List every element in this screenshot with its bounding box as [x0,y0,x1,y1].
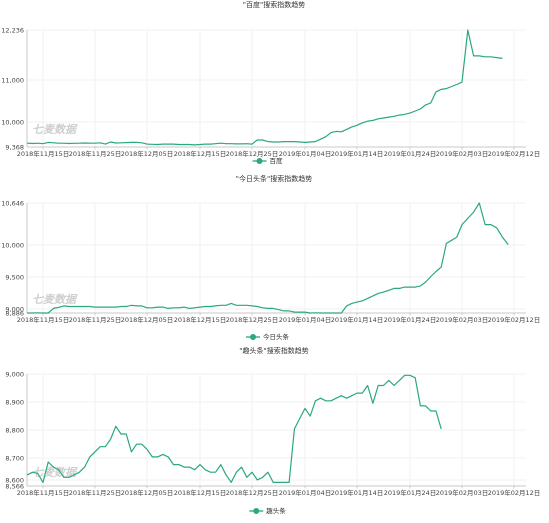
chart-title: "今日头条"搜索指数趋势 [236,174,312,183]
x-tick-label: 2018年12月05日 [121,149,174,158]
x-tick-label: 2019年01月24日 [384,488,437,497]
y-tick-label: 8,700 [5,454,24,462]
x-tick-label: 2019年01月04日 [279,488,332,497]
chart-title: "趣头条"搜索指数趋势 [239,346,308,355]
x-tick-label: 2019年02月03日 [436,488,489,497]
x-tick-label: 2018年11月15日 [17,315,70,324]
chart-title: "百度"搜索指数趋势 [243,0,305,9]
y-tick-label: 8,600 [5,476,24,484]
legend-label: 百度 [270,156,284,165]
y-tick-label: 10,000 [1,118,24,126]
x-tick-label: 2019年01月24日 [384,315,437,324]
x-tick-label: 2019年01月04日 [279,149,332,158]
y-tick-label: 12,236 [1,26,24,34]
y-tick-label: 9,368 [5,143,24,151]
x-tick-label: 2018年11月25日 [69,315,122,324]
y-tick-label: 8,800 [5,426,24,434]
x-tick-label: 2019年01月14日 [331,315,384,324]
y-tick-label: 8,886 [5,309,24,317]
chart-1: "百度"搜索指数趋势 9,368 10,000 11,000 12,236 2018年11… [1,0,540,165]
x-tick-label: 2018年11月25日 [69,149,122,158]
x-tick-label: 2019年02月03日 [436,149,489,158]
x-tick-label: 2018年12月15日 [174,149,227,158]
watermark-text: 七麦数据 [32,293,78,306]
y-tick-label: 9,500 [5,273,24,281]
x-tick-label: 2019年01月14日 [331,488,384,497]
legend-marker [250,334,256,340]
x-tick-label: 2019年02月12日 [488,315,541,324]
x-tick-label: 2019年01月14日 [331,149,384,158]
y-tick-label: 8,566 [5,482,24,490]
series-line [26,29,503,146]
x-tick-label: 2019年01月24日 [384,149,437,158]
y-tick-label: 10,646 [1,199,24,207]
x-tick-label: 2019年01月04日 [279,315,332,324]
watermark-text: 七麦数据 [32,466,78,479]
legend[interactable]: 百度 [252,156,284,165]
x-tick-label: 2018年11月15日 [17,488,70,497]
x-tick-label: 2018年12月05日 [121,315,174,324]
x-tick-label: 2018年12月15日 [174,315,227,324]
series-line [26,202,509,314]
y-tick-label: 11,000 [1,76,24,84]
y-tick-label: 9,000 [5,370,24,378]
x-tick-label: 2018年11月25日 [69,488,122,497]
legend[interactable]: 趣头条 [249,506,286,515]
y-tick-label: 8,900 [5,398,24,406]
series-line [26,374,442,483]
x-tick-label: 2019年02月03日 [436,315,489,324]
y-tick-label: 10,000 [1,241,24,249]
legend-marker [253,508,260,514]
x-tick-label: 2018年11月15日 [17,149,70,158]
x-tick-label: 2019年02月12日 [488,488,541,497]
x-tick-label: 2018年12月05日 [121,488,174,497]
legend-label: 趣头条 [266,506,286,515]
y-tick-label: 9,000 [5,305,24,313]
watermark-text: 七麦数据 [32,123,78,136]
x-tick-label: 2018年12月25日 [226,149,279,158]
legend-marker [256,158,263,164]
x-tick-label: 2019年02月12日 [488,149,541,158]
x-tick-label: 2018年12月25日 [226,488,279,497]
x-tick-label: 2018年12月25日 [226,315,279,324]
legend-label: 今日头条 [263,332,290,341]
legend[interactable]: 今日头条 [246,332,290,341]
x-tick-label: 2018年12月15日 [174,488,227,497]
